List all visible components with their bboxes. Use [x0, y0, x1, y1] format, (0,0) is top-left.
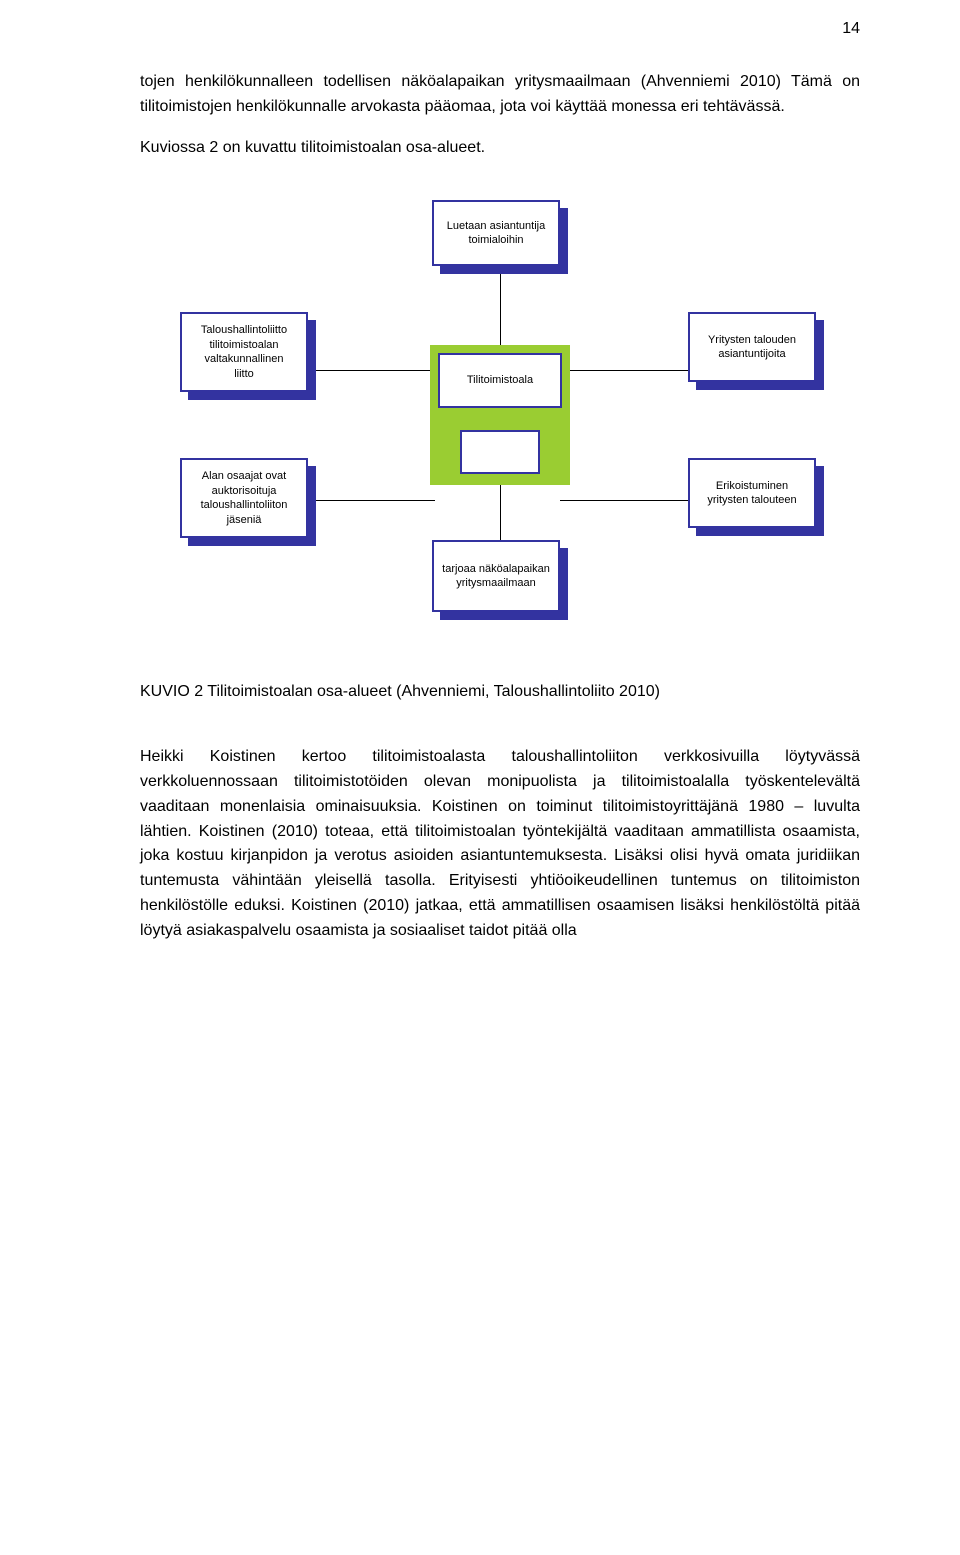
node-center-label: Tilitoimistoala	[467, 373, 533, 388]
node-right-lower-l1: Erikoistuminen	[716, 479, 788, 494]
intro-paragraph-2: Kuviossa 2 on kuvattu tilitoimistoalan o…	[140, 136, 860, 161]
connector-left-lower	[305, 500, 435, 501]
node-center-lower	[460, 430, 540, 474]
page: 14 tojen henkilökunnalleen todellisen nä…	[0, 0, 960, 1555]
node-top: Luetaan asiantuntija toimialoihin	[432, 200, 560, 266]
connector-right-lower	[560, 500, 690, 501]
node-left-upper-l4: liitto	[234, 367, 254, 382]
node-center: Tilitoimistoala	[438, 353, 562, 408]
node-left-lower-l1: Alan osaajat ovat	[202, 469, 286, 484]
node-right-lower-l2: yritysten talouteen	[707, 493, 796, 508]
node-left-upper-l2: tilitoimistoalan	[209, 338, 278, 353]
body-paragraph: Heikki Koistinen kertoo tilitoimistoalas…	[140, 745, 860, 943]
node-left-upper: Taloushallintoliitto tilitoimistoalan va…	[180, 312, 308, 392]
connector-top	[500, 270, 501, 350]
node-bottom-l1: tarjoaa näköalapaikan yritysmaailmaan	[442, 562, 550, 592]
connector-right-upper	[560, 370, 690, 371]
figure-caption: KUVIO 2 Tilitoimistoalan osa-alueet (Ahv…	[140, 680, 860, 705]
diagram-flowchart: Tilitoimistoala Luetaan asiantuntija toi…	[140, 200, 860, 630]
node-right-upper: Yritysten talouden asiantuntijoita	[688, 312, 816, 382]
node-left-lower: Alan osaajat ovat auktorisoituja taloush…	[180, 458, 308, 538]
node-left-lower-l2: auktorisoituja taloushallintoliiton	[190, 484, 298, 514]
page-number: 14	[842, 20, 860, 38]
intro-paragraph-1: tojen henkilökunnalleen todellisen näköa…	[140, 70, 860, 120]
node-bottom: tarjoaa näköalapaikan yritysmaailmaan	[432, 540, 560, 612]
node-top-label: Luetaan asiantuntija toimialoihin	[442, 219, 550, 249]
node-right-upper-l2: asiantuntijoita	[718, 347, 785, 362]
node-right-upper-l1: Yritysten talouden	[708, 333, 796, 348]
node-left-lower-l3: jäseniä	[227, 513, 262, 528]
connector-left-upper	[305, 370, 435, 371]
node-left-upper-l1: Taloushallintoliitto	[201, 323, 287, 338]
node-left-upper-l3: valtakunnallinen	[205, 352, 284, 367]
node-right-lower: Erikoistuminen yritysten talouteen	[688, 458, 816, 528]
